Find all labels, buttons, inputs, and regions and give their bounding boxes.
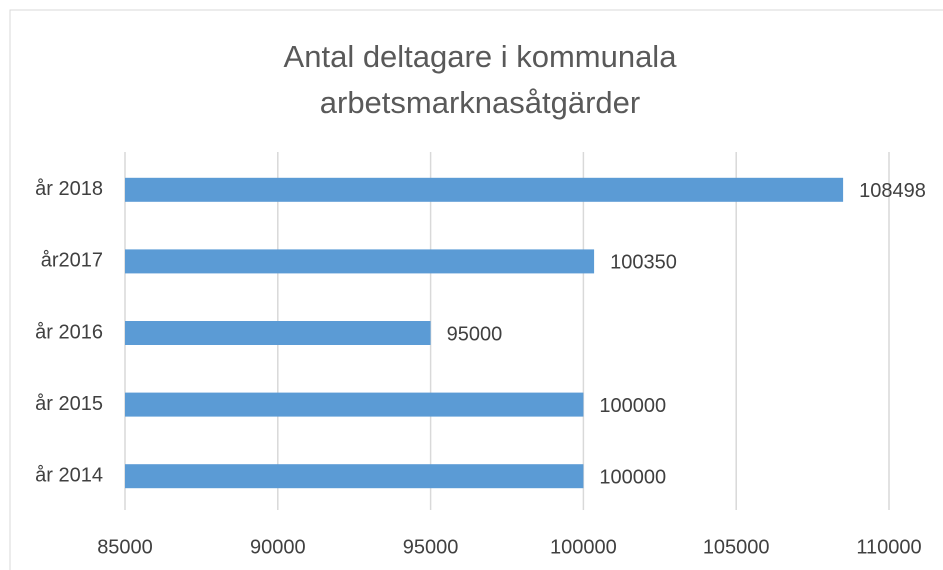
x-tick-label: 100000 [550, 536, 617, 558]
x-tick-label: 105000 [703, 536, 770, 558]
data-label: 100000 [599, 395, 666, 417]
y-tick-label: år2017 [41, 250, 103, 272]
y-tick-label: år 2014 [35, 464, 103, 486]
data-label: 108498 [859, 180, 926, 202]
bar [125, 464, 584, 489]
chart-title: Antal deltagare i kommunala arbetsmarkna… [283, 39, 677, 120]
bar [125, 321, 431, 345]
data-label: 95000 [447, 323, 503, 345]
bar [125, 392, 584, 417]
x-tick-label: 95000 [403, 536, 459, 558]
y-tick-label: år 2016 [35, 321, 103, 343]
x-tick-label: 90000 [250, 536, 306, 558]
bar [125, 249, 595, 274]
chart-frame [9, 9, 943, 570]
y-tick-label: år 2015 [35, 393, 103, 415]
data-label: 100350 [610, 252, 677, 274]
data-label: 100000 [599, 466, 666, 488]
y-tick-label: år 2018 [35, 178, 103, 200]
bar [125, 177, 844, 202]
x-tick-label: 110000 [856, 536, 921, 558]
x-tick-label: 85000 [97, 536, 153, 558]
